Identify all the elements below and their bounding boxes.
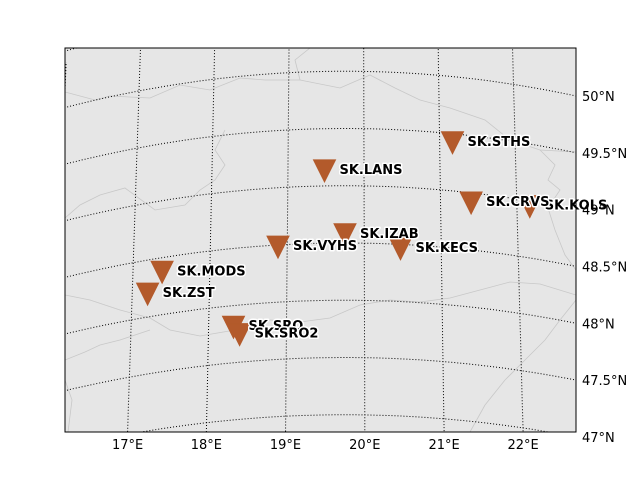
station-marker[interactable] [312, 159, 337, 184]
country-borders [65, 48, 576, 432]
latitude-label: 50°N [582, 90, 615, 105]
longitude-label: 19°E [270, 438, 301, 453]
meridian-line [65, 61, 67, 101]
latitude-label: 49°N [582, 204, 615, 219]
latitude-label: 47.5°N [582, 374, 627, 389]
station-marker[interactable] [266, 235, 290, 260]
border-line [65, 129, 226, 219]
meridian-line [205, 48, 216, 432]
station-label: SK.VYHS [293, 239, 357, 254]
border-line [65, 379, 73, 432]
longitude-label: 17°E [112, 438, 143, 453]
latitude-label: 47°N [582, 431, 615, 446]
station-label: SK.SRO2 [255, 327, 319, 342]
meridian-line [437, 48, 445, 432]
border-line [469, 299, 576, 432]
longitude-label: 21°E [428, 438, 459, 453]
station-marker[interactable] [517, 195, 542, 219]
latitude-label: 48°N [582, 317, 615, 332]
station-marker[interactable] [333, 223, 357, 247]
parallel-line [6, 472, 636, 480]
longitude-label: 18°E [191, 438, 222, 453]
parallel-line [65, 128, 576, 165]
latitude-tick-labels: 50°N 49.5°N 49°N 48.5°N 48°N 47.5°N 47°N [582, 90, 627, 446]
station-marker[interactable] [150, 260, 174, 285]
station-marker[interactable] [459, 191, 483, 216]
longitude-label: 20°E [349, 438, 380, 453]
graticule [6, 48, 636, 480]
station-label: SK.KECS [416, 241, 478, 256]
latitude-label: 48.5°N [582, 260, 627, 275]
station-label: SK.CRVS [486, 195, 549, 210]
border-line [65, 74, 576, 153]
meridian-line [363, 48, 366, 432]
station-label: SK.MODS [177, 264, 246, 279]
longitude-label: 22°E [507, 438, 538, 453]
latitude-label: 49.5°N [582, 147, 627, 162]
station-label: SK.IZAB [360, 227, 419, 242]
border-line [65, 281, 576, 337]
map-frame [64, 47, 577, 433]
station-label: SK.STHS [468, 135, 531, 150]
meridian-line [285, 48, 290, 432]
border-line [65, 329, 151, 361]
parallel-line [138, 414, 552, 432]
meridian-line [512, 48, 524, 432]
station-labels: SK.STHSSK.LANSSK.KOLSSK.CRVSSK.IZABSK.VY… [161, 133, 609, 343]
station-marker[interactable] [227, 323, 252, 347]
station-label: SK.LANS [340, 163, 403, 178]
station-marker[interactable] [388, 237, 413, 261]
station-marker[interactable] [135, 282, 160, 307]
parallel-line [65, 299, 576, 335]
meridian-line [127, 48, 141, 432]
border-line [294, 48, 311, 81]
border-line [539, 149, 576, 271]
station-label: SK.SRO [249, 319, 304, 334]
station-marker[interactable] [440, 131, 465, 155]
longitude-tick-labels: 17°E 18°E 19°E 20°E 21°E 22°E [112, 438, 539, 453]
station-markers [135, 131, 542, 347]
station-label: SK.ZST [163, 286, 215, 301]
map-background [65, 48, 576, 432]
parallel-line [65, 70, 576, 109]
